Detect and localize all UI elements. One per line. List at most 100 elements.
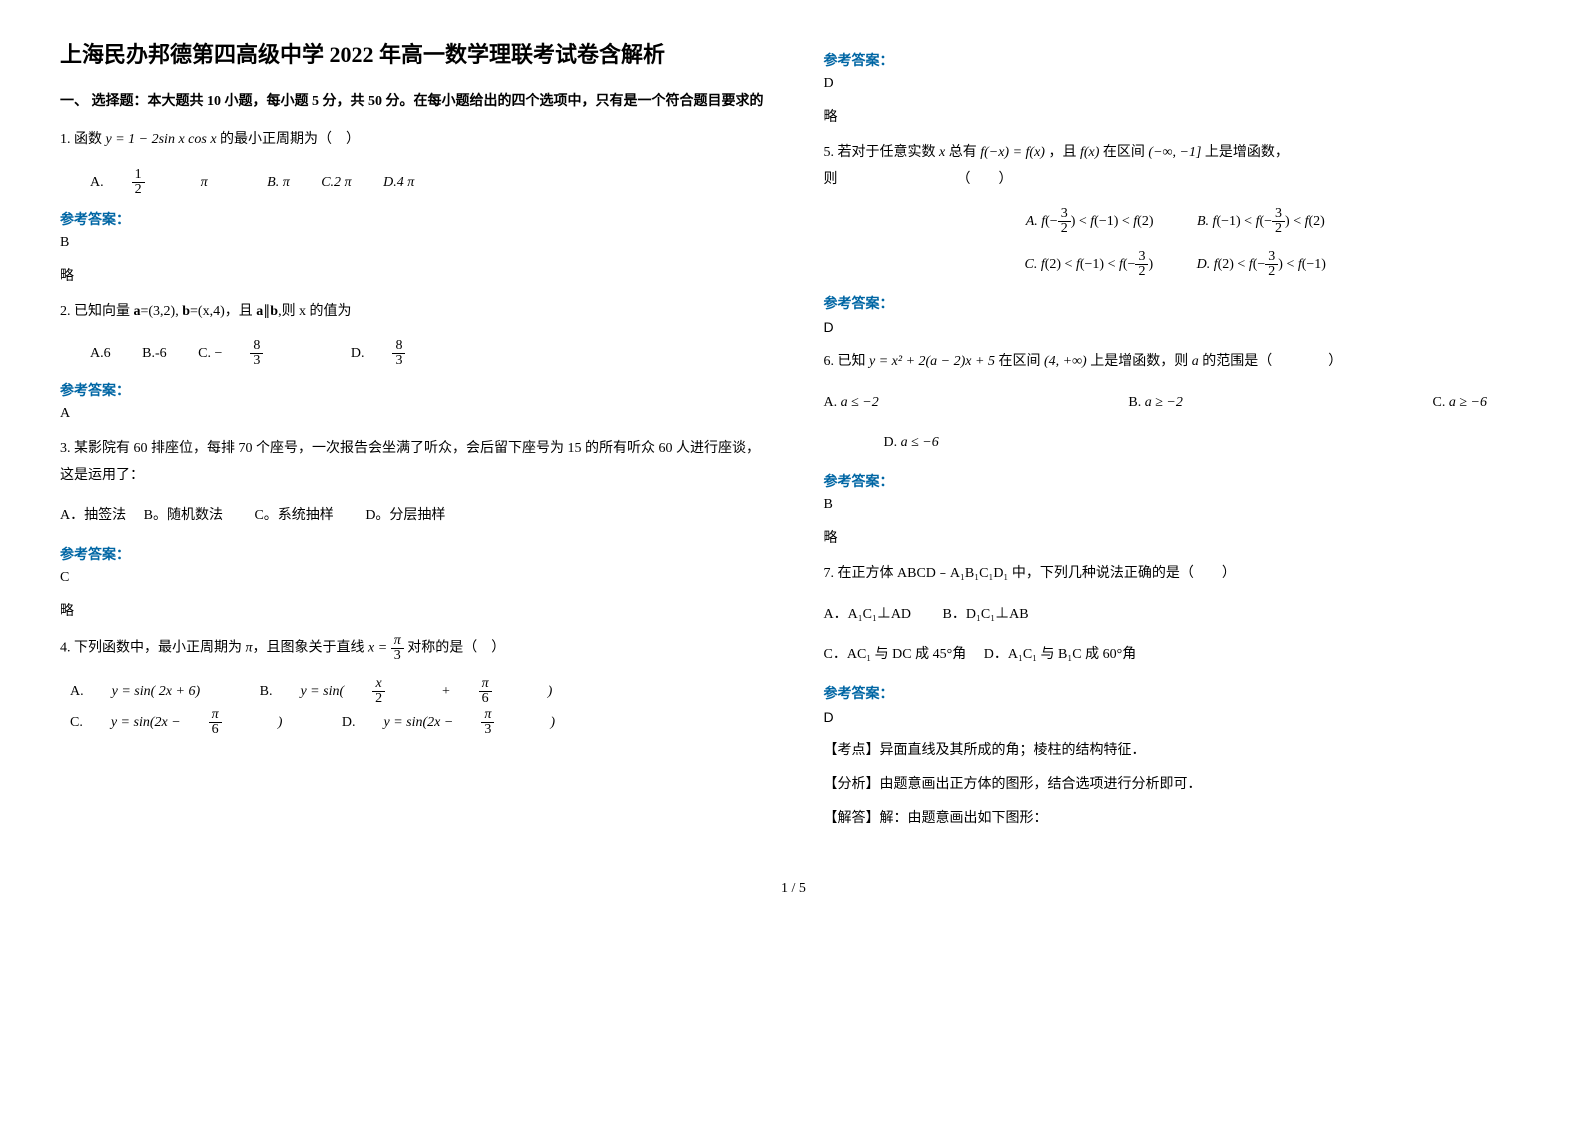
q1-opt-a-pre: A. [90, 168, 104, 199]
q5-stem-mid1: 总有 [945, 145, 980, 160]
q4-opt-c-d: 6 [209, 723, 222, 737]
q6-opt-b-pre: B. [1128, 395, 1144, 410]
q2-answer-label: 参考答案： [60, 380, 764, 400]
q2-opt-d-pre: D. [351, 339, 365, 370]
page-number: 1 / 5 [60, 881, 1527, 897]
q6-opt-d-pre: D. [884, 435, 901, 450]
q4-opt-b-l: y = sin( [300, 677, 344, 708]
q7-options-row2: C．AC₁ 与 DC 成 45°角 D．A₁C₁ 与 B₁C 成 60°角 [824, 642, 1528, 669]
q4-opt-d-l: y = sin(2x − [383, 708, 453, 739]
q4-stem-pre: 4. 下列函数中，最小正周期为 [60, 640, 246, 655]
q7-opt-a: A．A₁C₁⊥AD [824, 607, 912, 622]
q6-opt-a: A. a ≤ −2 [824, 390, 879, 417]
q5-stem-post: 上是增函数， [1201, 145, 1289, 160]
q4-opt-b-d2: 6 [479, 692, 492, 706]
q5-stem-mid2: ，且 [1045, 145, 1080, 160]
q5-cond1: f(−x) = f(x) [980, 145, 1045, 160]
q6-opt-a-pre: A. [824, 395, 841, 410]
q6-stem-post: 上是增函数，则 a 的范围是（ ） [1087, 354, 1343, 369]
q1-opt-a-den: 2 [132, 183, 145, 197]
q3-answer-label: 参考答案： [60, 544, 764, 564]
question-7: 7. 在正方体 ABCD﹣A₁B₁C₁D₁ 中，下列几种说法正确的是（ ） [824, 561, 1528, 588]
q6-opt-b-body: a ≥ −2 [1145, 395, 1183, 410]
q7-note2: 【分析】由题意画出正方体的图形，结合选项进行分析即可． [824, 773, 1528, 793]
q1-opt-c: C.2 π [321, 168, 351, 199]
q6-note: 略 [824, 527, 1528, 547]
q3-note: 略 [60, 600, 764, 620]
q2-opt-d-den: 3 [392, 354, 405, 368]
q7-options-row1: A．A₁C₁⊥AD B．D₁C₁⊥AB [824, 602, 1528, 629]
q3-opt-a: A．抽签法 [60, 508, 126, 523]
q6-interval: (4, +∞) [1044, 354, 1087, 369]
q2-opt-d-num: 8 [392, 339, 405, 354]
q1-opt-a: A. 12 π [90, 168, 236, 199]
q1-answer: B [60, 235, 764, 251]
q3-options: A．抽签法 B。随机数法 C。系统抽样 D。分层抽样 [60, 503, 764, 530]
q6-opt-d: D. a ≤ −6 [884, 430, 1528, 457]
q4-note: 略 [824, 106, 1528, 126]
q5-stem-line2: 则 （ ） [824, 172, 1013, 187]
page-container: 上海民办邦德第四高级中学 2022 年高一数学理联考试卷含解析 一、 选择题：本… [60, 40, 1527, 841]
question-5: 5. 若对于任意实数 x 总有 f(−x) = f(x) ，且 f(x) 在区间… [824, 140, 1528, 193]
q5-opt-c: C. f(2) < f(−1) < f(−32) [1025, 257, 1154, 272]
q6-opt-c: C. a ≥ −6 [1433, 390, 1487, 417]
q5-stem-mid3: 在区间 [1099, 145, 1148, 160]
q1-formula: y = 1 − 2sin x cos x [106, 132, 217, 147]
q4-opt-b-n2: π [479, 677, 492, 692]
question-1: 1. 函数 y = 1 − 2sin x cos x 的最小正周期为（ ） [60, 127, 764, 154]
q5-answer-label: 参考答案： [824, 293, 1528, 313]
q4-opt-c-r: ) [278, 708, 283, 739]
q5-answer: D [824, 319, 1528, 335]
q1-opt-a-num: 1 [132, 168, 145, 183]
q2-opt-b: B.-6 [142, 339, 167, 370]
q4-opt-c-n: π [209, 708, 222, 723]
q6-options: A. a ≤ −2 B. a ≥ −2 C. a ≥ −6 [824, 390, 1528, 417]
q4-line-den: 3 [391, 649, 404, 663]
q4-stem-post: 对称的是（ ） [407, 640, 505, 655]
q1-options: A. 12π B. π C.2 π D.4 π [90, 168, 764, 199]
q6-opt-d-body: a ≤ −6 [901, 435, 939, 450]
question-3: 3. 某影院有 60 排座位，每排 70 个座号，一次报告会坐满了听众，会后留下… [60, 436, 764, 489]
q2-opt-c-num: 8 [250, 339, 263, 354]
q2-options: A.6 B.-6 C. −83 D. 83 [90, 339, 764, 370]
q4-opt-b-plus: + [441, 677, 450, 708]
q6-opt-a-body: a ≤ −2 [841, 395, 879, 410]
q4-pi: π [246, 640, 253, 655]
q4-opt-b-r: ) [548, 677, 553, 708]
q4-answer: D [824, 76, 1528, 92]
right-column: 参考答案： D 略 5. 若对于任意实数 x 总有 f(−x) = f(x) ，… [824, 40, 1528, 841]
q2-opt-c-pre: C. − [198, 339, 222, 370]
q1-stem-post: 的最小正周期为（ ） [220, 132, 360, 147]
q7-answer: D [824, 709, 1528, 725]
document-title: 上海民办邦德第四高级中学 2022 年高一数学理联考试卷含解析 [60, 40, 764, 71]
q3-answer: C [60, 570, 764, 586]
q7-answer-label: 参考答案： [824, 683, 1528, 703]
q1-stem-pre: 1. 函数 [60, 132, 106, 147]
q4-opt-a-body: y = sin( 2x + 6) [112, 677, 200, 708]
q4-opt-d-d: 3 [481, 723, 494, 737]
q3-opt-b: B。随机数法 [144, 508, 223, 523]
q4-opt-b-d1: 2 [372, 692, 385, 706]
q4-opt-b-n1: x [372, 677, 385, 692]
question-4: 4. 下列函数中，最小正周期为 π，且图象关于直线 x = π3 对称的是（ ） [60, 634, 764, 663]
q7-note3: 【解答】解：由题意画出如下图形： [824, 807, 1528, 827]
q4-opt-d-pre: D. [342, 708, 356, 739]
q5-opt-d: D. f(2) < f(−32) < f(−1) [1197, 257, 1326, 272]
q2-opt-c-den: 3 [250, 354, 263, 368]
q1-opt-a-post: π [201, 168, 208, 199]
q5-options-row2: C. f(2) < f(−1) < f(−32) D. f(2) < f(−32… [824, 250, 1528, 279]
q4-opt-d-n: π [481, 708, 494, 723]
q4-opt-b: B. y = sin(x2 + π6) [260, 677, 581, 708]
q4-opt-c: C. y = sin(2x − π6) [70, 708, 310, 739]
q5-fx: f(x) [1080, 145, 1099, 160]
q4-line-num: π [391, 634, 404, 649]
q6-opt-c-pre: C. [1433, 395, 1449, 410]
section-1-heading: 一、 选择题：本大题共 10 小题，每小题 5 分，共 50 分。在每小题给出的… [60, 91, 764, 113]
q2-opt-d: D. 83 [351, 339, 462, 370]
q6-opt-b: B. a ≥ −2 [1128, 390, 1182, 417]
q1-note: 略 [60, 265, 764, 285]
q5-interval: (−∞, −1] [1148, 145, 1201, 160]
q2-opt-c: C. − 83 [198, 339, 319, 370]
q1-opt-b: B. π [267, 168, 290, 199]
q4-opt-d-r: ) [550, 708, 555, 739]
